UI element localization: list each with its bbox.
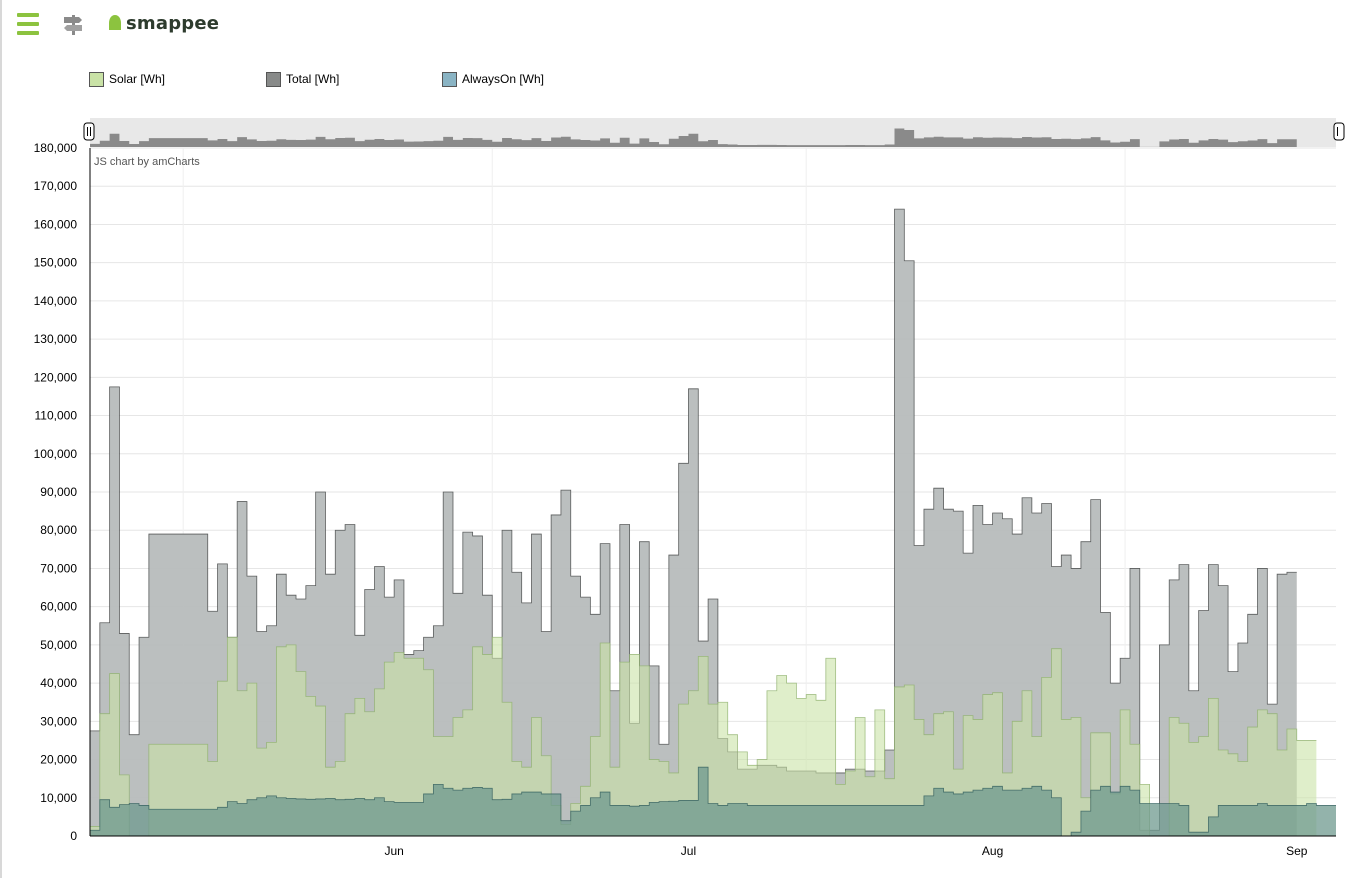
legend-item-total[interactable]: Total [Wh]: [266, 70, 339, 88]
y-tick-label: 170,000: [34, 179, 78, 193]
legend-item-alwayson[interactable]: AlwaysOn [Wh]: [442, 70, 544, 88]
legend-swatch-solar: [89, 71, 104, 87]
series-line-alwayson-wh: [90, 766, 1336, 837]
series-area-solar-wh: [90, 637, 1317, 836]
y-tick-label: 90,000: [40, 485, 77, 499]
handle-right-box: [1333, 122, 1345, 141]
y-tick-label: 180,000: [34, 141, 78, 155]
y-tick-label: 100,000: [34, 447, 78, 461]
legend-label-alwayson: AlwaysOn [Wh]: [462, 72, 545, 86]
series-group: [90, 208, 1336, 837]
hamburger-icon: [17, 13, 39, 17]
y-tick-label: 50,000: [40, 638, 77, 652]
y-tick-label: 30,000: [40, 714, 77, 728]
legend-label-solar: Solar [Wh]: [109, 72, 166, 86]
scrollbar-right-handle[interactable]: [1333, 122, 1345, 141]
handle-left-box: [83, 122, 95, 141]
y-tick-label: 140,000: [34, 294, 78, 308]
x-tick-label: Aug: [982, 844, 1003, 858]
series-area-alwayson-wh: [90, 767, 1336, 836]
app-header: smappee: [0, 0, 1349, 50]
x-tick-label: Jul: [681, 844, 696, 858]
legend-swatch-alwayson: [442, 71, 457, 87]
y-tick-label: 160,000: [34, 217, 78, 231]
y-tick-label: 20,000: [40, 753, 77, 767]
legend-label-total: Total [Wh]: [286, 72, 340, 86]
y-tick-label: 70,000: [40, 561, 77, 575]
hamburger-menu-button[interactable]: [17, 13, 39, 35]
hamburger-icon-bar: [17, 22, 39, 26]
amcharts-credit: JS chart by amCharts: [94, 156, 200, 168]
signpost-button[interactable]: [62, 12, 84, 36]
y-tick-label: 80,000: [40, 523, 77, 537]
y-tick-label: 110,000: [35, 409, 78, 423]
x-tick-label: Jun: [384, 844, 403, 858]
y-tick-label: 120,000: [34, 370, 78, 384]
logo-text: smappee: [126, 12, 220, 34]
page-left-border: [0, 0, 2, 878]
legend-swatch-total: [266, 71, 281, 87]
y-tick-label: 10,000: [40, 791, 77, 805]
scrollbar-preview: [90, 128, 1297, 147]
series-line-total-wh: [90, 208, 1297, 831]
smappee-logo[interactable]: smappee: [108, 11, 219, 35]
legend-item-solar[interactable]: Solar [Wh]: [89, 70, 165, 88]
scrollbar-left-handle[interactable]: [83, 122, 95, 141]
hamburger-icon-bar: [17, 31, 39, 35]
chart-legend: Solar [Wh] Total [Wh] AlwaysOn [Wh]: [0, 70, 700, 90]
y-tick-label: 130,000: [34, 332, 78, 346]
house-leaf-icon: [109, 15, 121, 30]
series-line-solar-wh: [90, 636, 1317, 837]
y-tick-label: 150,000: [34, 256, 78, 270]
x-tick-label: Sep: [1286, 844, 1308, 858]
signpost-icon: [64, 15, 82, 35]
y-tick-label: 40,000: [40, 676, 77, 690]
y-tick-label: 0: [70, 829, 77, 843]
y-tick-label: 60,000: [40, 600, 77, 614]
